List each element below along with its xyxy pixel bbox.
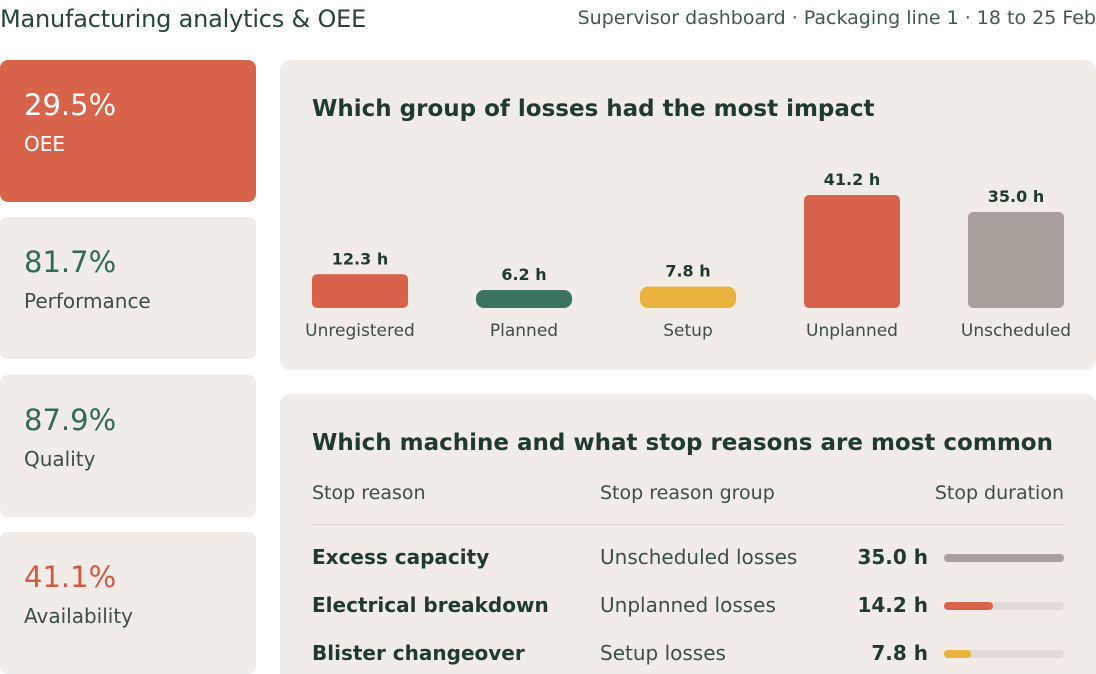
kpi-label-availability: Availability — [24, 604, 134, 628]
bar-category-label: Planned — [490, 321, 558, 341]
kpi-card-performance[interactable]: 81.7% Performance — [0, 217, 256, 359]
duration-bar-fill — [944, 554, 1064, 562]
bar-category-label: Unplanned — [806, 321, 898, 341]
table-row[interactable]: Electrical breakdown Unplanned losses 14… — [280, 593, 1096, 623]
losses-card-title: Which group of losses had the most impac… — [312, 96, 875, 122]
stop-reason: Blister changeover — [312, 641, 525, 665]
stop-reason-group: Setup losses — [600, 641, 726, 665]
duration-bar-fill — [944, 650, 971, 658]
table-row[interactable]: Blister changeover Setup losses 7.8 h — [280, 641, 1096, 671]
column-header-stop-reason[interactable]: Stop reason — [312, 482, 426, 504]
stop-reason-group: Unscheduled losses — [600, 545, 798, 569]
kpi-value-availability: 41.1% — [24, 560, 117, 594]
bar-value-label: 6.2 h — [501, 265, 546, 284]
losses-card: 12.3 h Unregistered 6.2 h Planned 7.8 h Setup… — [280, 60, 1096, 370]
duration-bar-track — [944, 650, 1064, 658]
column-header-stop-reason-group[interactable]: Stop reason group — [600, 482, 775, 504]
bar-category-label: Unregistered — [305, 321, 415, 341]
bar-value-label: 35.0 h — [988, 187, 1044, 206]
bar-category-label: Setup — [663, 321, 712, 341]
losses-bar-chart: 12.3 h Unregistered 6.2 h Planned 7.8 h Setup… — [305, 170, 1071, 341]
bar-value-label: 7.8 h — [665, 262, 710, 281]
duration-bar-track — [944, 554, 1064, 562]
kpi-card-availability[interactable]: 41.1% Availability — [0, 532, 256, 674]
bar-unregistered[interactable] — [312, 274, 408, 308]
stop-duration: 35.0 h — [857, 545, 928, 569]
kpi-value-performance: 81.7% — [24, 245, 117, 279]
bar-setup[interactable] — [640, 286, 736, 308]
stop-reasons-card-title: Which machine and what stop reasons are … — [312, 430, 1053, 456]
table-row[interactable]: Excess capacity Unscheduled losses 35.0 … — [280, 545, 1096, 575]
kpi-value-oee: 29.5% — [24, 88, 117, 122]
table-divider — [312, 524, 1064, 525]
kpi-card-quality[interactable]: 87.9% Quality — [0, 375, 256, 517]
header: Manufacturing analytics & OEE Supervisor… — [0, 0, 1096, 40]
stop-reason: Electrical breakdown — [312, 593, 549, 617]
stop-duration: 14.2 h — [857, 593, 928, 617]
duration-bar-fill — [944, 602, 993, 610]
page-title: Manufacturing analytics & OEE — [0, 5, 367, 33]
stop-reason: Excess capacity — [312, 545, 490, 569]
kpi-label-quality: Quality — [24, 447, 96, 471]
kpi-label-performance: Performance — [24, 289, 151, 313]
stop-duration: 7.8 h — [871, 641, 928, 665]
stop-reasons-card: Which machine and what stop reasons are … — [280, 394, 1096, 674]
page-subtitle: Supervisor dashboard · Packaging line 1 … — [577, 7, 1096, 29]
bar-planned[interactable] — [476, 290, 572, 308]
column-header-stop-duration[interactable]: Stop duration — [934, 482, 1064, 504]
kpi-label-oee: OEE — [24, 132, 66, 156]
duration-bar-track — [944, 602, 1064, 610]
bar-value-label: 12.3 h — [332, 249, 388, 268]
stop-reason-group: Unplanned losses — [600, 593, 776, 617]
kpi-card-oee[interactable]: 29.5% OEE — [0, 60, 256, 202]
bar-unplanned[interactable] — [804, 195, 900, 308]
bar-unscheduled[interactable] — [968, 212, 1064, 308]
kpi-value-quality: 87.9% — [24, 403, 117, 437]
bar-value-label: 41.2 h — [824, 170, 880, 189]
bar-category-label: Unscheduled — [961, 321, 1071, 341]
